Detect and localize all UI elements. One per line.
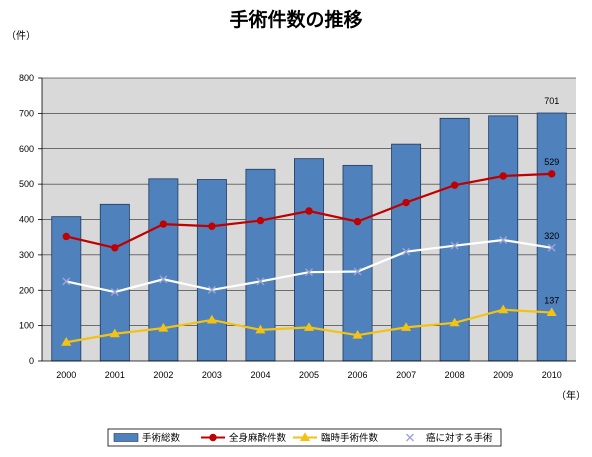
point-marker [401, 322, 412, 331]
point-marker [61, 337, 72, 346]
point-marker [547, 243, 556, 252]
bar [148, 178, 179, 362]
data-label: 320 [544, 231, 559, 241]
point-marker [303, 322, 315, 331]
point-marker [353, 217, 362, 226]
point-marker [352, 329, 363, 339]
data-labels: 701 529 137 320 [544, 96, 559, 306]
bar [342, 164, 373, 362]
x-tick-label: 2007 [396, 370, 416, 380]
legend-item: 全身麻酔件数 [201, 432, 287, 444]
point-marker [402, 198, 410, 207]
chart-title: 手術件数の推移 [229, 8, 362, 31]
point-marker [256, 277, 265, 286]
legend-item: 癌に対する手術 [398, 432, 493, 444]
point-marker [305, 268, 313, 277]
line-series [61, 170, 557, 346]
point-marker [450, 241, 459, 250]
bar [99, 203, 130, 362]
y-tick-label: 0 [29, 356, 34, 366]
y-tick-label: 500 [19, 179, 34, 189]
point-marker [449, 317, 460, 327]
point-marker [256, 216, 265, 225]
point-marker [109, 328, 120, 338]
x-axis-unit: （年） [556, 389, 586, 402]
x-tick-label: 2002 [153, 370, 173, 380]
bar [51, 216, 82, 362]
point-marker [450, 181, 459, 189]
x-tick-label: 2008 [445, 370, 465, 380]
data-label: 137 [544, 296, 559, 306]
x-tick-label: 2004 [250, 370, 270, 380]
x-tick-label: 2000 [56, 370, 76, 380]
point-marker [206, 314, 217, 324]
bar [196, 179, 227, 362]
x-tick-label: 2005 [299, 370, 319, 380]
bar [488, 115, 519, 362]
point-marker [111, 244, 119, 252]
point-marker [255, 324, 266, 334]
bar [536, 112, 567, 362]
point-marker [305, 207, 313, 215]
point-marker [62, 232, 70, 241]
point-marker [159, 275, 168, 284]
point-marker [207, 285, 216, 294]
bar-series [51, 112, 567, 362]
legend-item: 手術総数 [113, 432, 181, 444]
y-tick-label: 300 [19, 250, 34, 260]
legend-item: 臨時手術件数 [293, 432, 379, 444]
y-tick-label: 700 [19, 108, 34, 118]
point-marker [159, 220, 168, 228]
legend-label: 臨時手術件数 [321, 432, 379, 444]
legend-label: 癌に対する手術 [426, 432, 493, 444]
point-marker [402, 247, 411, 256]
point-marker [546, 307, 557, 317]
point-marker [209, 433, 217, 442]
y-axis-unit: （件） [6, 30, 36, 42]
x-tick-label: 2010 [542, 370, 562, 380]
point-marker [406, 433, 414, 442]
y-tick-label: 400 [19, 215, 34, 225]
point-marker [499, 172, 507, 180]
legend: 手術総数 全身麻酔件数 臨時手術件数 癌に対する手術 [107, 428, 502, 447]
point-marker [110, 288, 119, 297]
x-tick-label: 2006 [348, 370, 368, 380]
y-tick-label: 600 [19, 144, 34, 154]
data-label: 701 [544, 96, 559, 106]
y-tick-label: 800 [19, 73, 34, 83]
axes: 0 100 200 300 400 500 600 700 800 2000 2001 2002 200… [19, 73, 576, 380]
x-tick-label: 2009 [493, 370, 513, 380]
x-tick-label: 2003 [202, 370, 222, 380]
legend-label: 手術総数 [142, 432, 181, 444]
y-tick-label: 200 [19, 285, 34, 295]
data-label: 529 [544, 157, 559, 167]
point-marker [299, 432, 311, 441]
point-marker [498, 304, 509, 314]
x-tick-label: 2001 [105, 370, 125, 380]
point-marker [62, 277, 71, 286]
legend-swatch [113, 433, 139, 442]
y-tick-label: 100 [19, 321, 34, 331]
point-marker [208, 222, 216, 230]
point-marker [353, 267, 362, 276]
legend-label: 全身麻酔件数 [229, 432, 287, 444]
point-marker [499, 236, 508, 245]
point-marker [158, 322, 169, 332]
point-marker [548, 170, 556, 178]
